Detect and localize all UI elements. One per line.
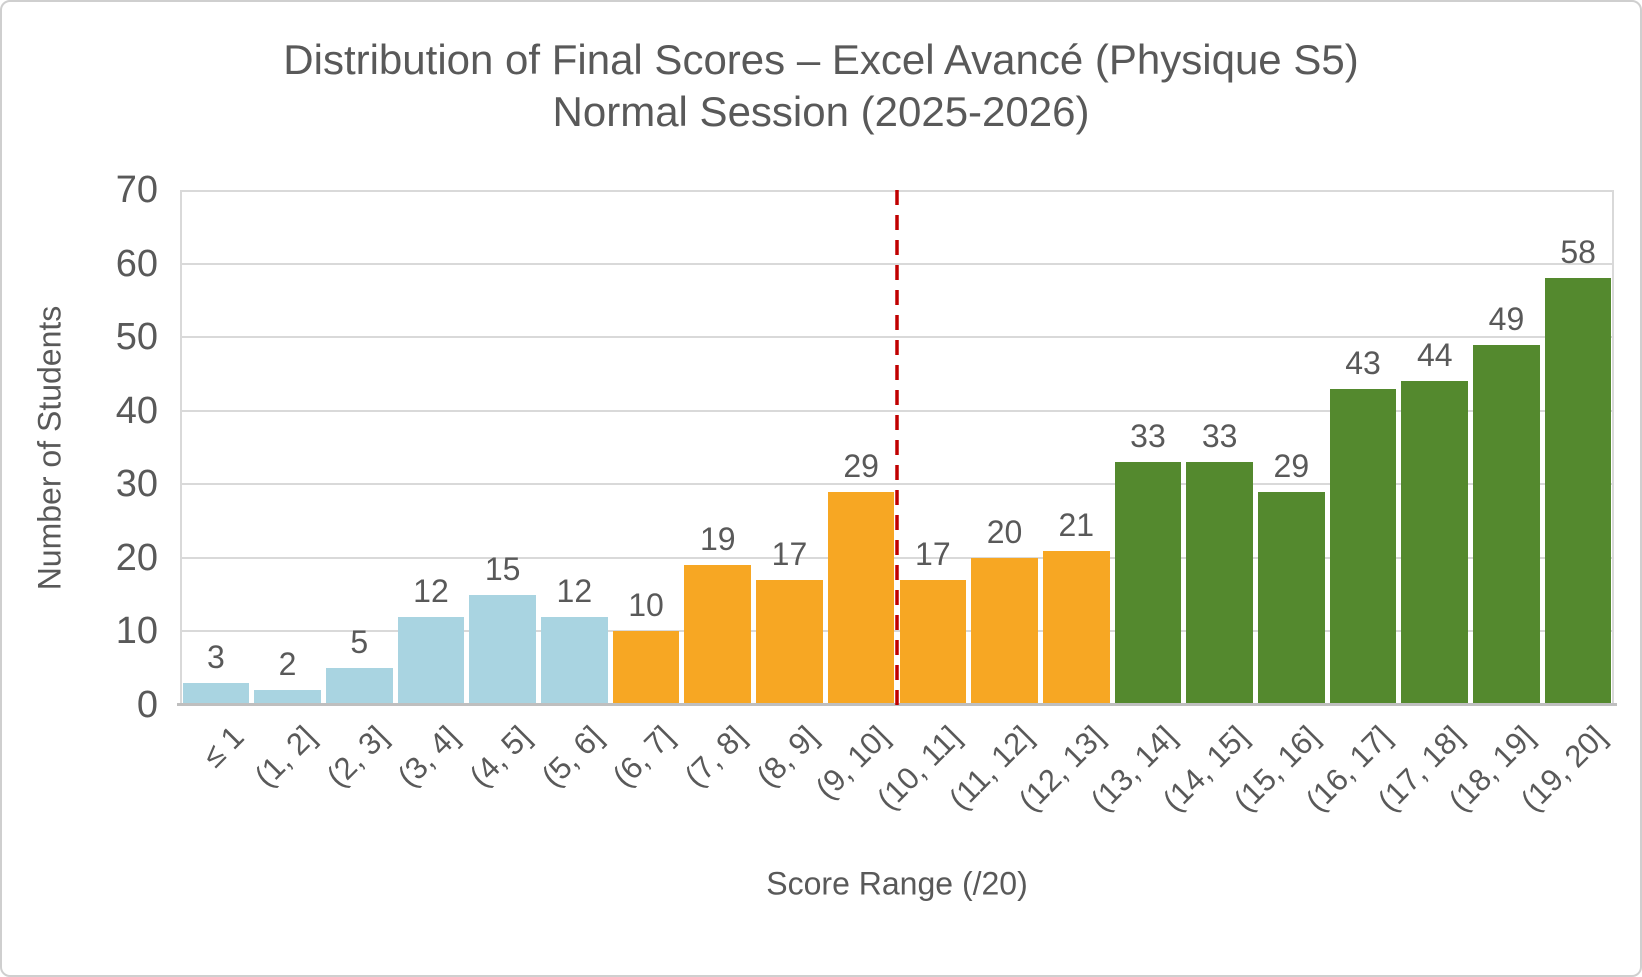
y-tick-label: 60: [115, 242, 158, 285]
gridline: [180, 630, 1614, 633]
bar-data-label: 29: [1273, 447, 1310, 484]
bar: [756, 579, 823, 705]
plot-border-right: [1612, 190, 1614, 705]
y-tick-label: 70: [115, 169, 158, 211]
bar: [1186, 462, 1253, 705]
bar-data-label: 20: [986, 513, 1023, 550]
bar: [541, 616, 608, 705]
bar-data-label: 15: [484, 550, 521, 587]
bar: [1114, 462, 1182, 705]
bar-data-label: 19: [699, 521, 736, 558]
bar-data-label: 43: [1345, 344, 1381, 381]
bar: [899, 579, 967, 705]
bar-data-label: 49: [1488, 300, 1525, 337]
chart-title-line1: Distribution of Final Scores – Excel Ava…: [283, 36, 1359, 83]
bar: [397, 616, 465, 705]
bar: [182, 682, 250, 705]
bar: [325, 668, 393, 705]
bar-data-label: 21: [1058, 506, 1095, 543]
gridline: [180, 336, 1614, 339]
y-axis-line: [180, 190, 182, 705]
chart-title: Distribution of Final Scores – Excel Ava…: [2, 34, 1640, 138]
y-tick-label: 10: [115, 610, 158, 653]
pass-threshold-line: [895, 190, 899, 705]
gridline: [180, 409, 1614, 412]
bar: [971, 557, 1038, 705]
bar-data-label: 5: [350, 624, 369, 661]
bar: [827, 491, 895, 705]
bar-data-label: 33: [1130, 418, 1166, 455]
gridline: [180, 262, 1614, 265]
bar: [1258, 491, 1325, 705]
bar-data-label: 33: [1201, 418, 1238, 455]
chart-title-line2: Normal Session (2025-2026): [552, 88, 1090, 135]
bar: [1401, 381, 1469, 705]
gridline: [180, 483, 1614, 486]
bar: [684, 565, 752, 705]
bar: [254, 690, 321, 705]
bar-data-label: 2: [278, 646, 297, 683]
bar-data-label: 44: [1416, 337, 1453, 374]
x-axis-title: Score Range (/20): [766, 865, 1028, 902]
bar-data-label: 17: [771, 535, 808, 572]
bar: [612, 631, 680, 705]
bar-data-label: 29: [843, 447, 879, 484]
bar-data-label: 17: [915, 535, 951, 572]
bar: [1473, 344, 1540, 705]
bar-data-label: 3: [206, 638, 225, 675]
plot-area: 3 2 5 12 15 12 10 19 17 29 17 20 21 33 33 29 43 44 49 58: [177, 190, 1617, 706]
bar-data-label: 12: [556, 572, 593, 609]
gridline: [180, 556, 1614, 559]
bar: [1042, 550, 1110, 705]
y-tick-label: 0: [136, 684, 158, 726]
bar: [1544, 278, 1612, 705]
bar-data-label: 12: [413, 572, 449, 609]
bar-data-label: 10: [628, 587, 664, 624]
bar-data-label: 58: [1560, 234, 1596, 271]
y-axis-title: Number of Students: [31, 305, 68, 591]
bar: [469, 594, 536, 705]
bar: [1329, 388, 1397, 705]
